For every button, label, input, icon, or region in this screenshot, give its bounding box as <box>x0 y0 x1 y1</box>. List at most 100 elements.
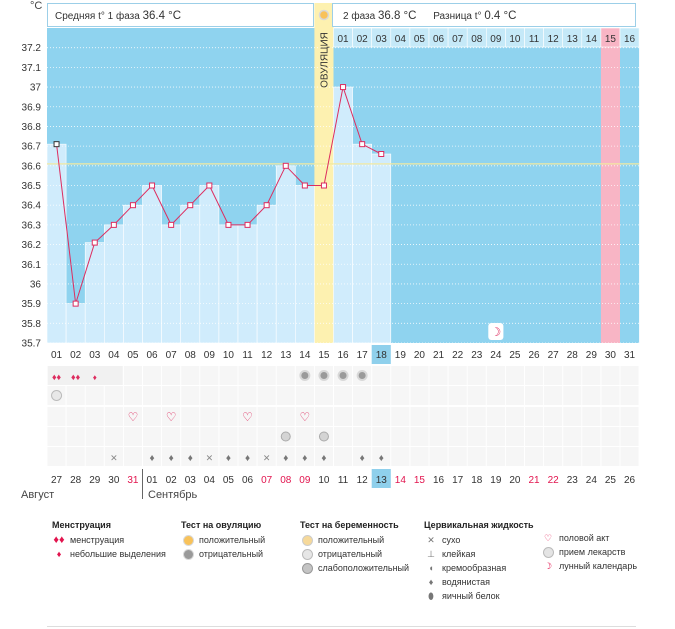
legend-item: отрицательный <box>181 547 265 561</box>
moon-icon: ☽ <box>543 561 553 571</box>
calendar-date-label: 01 <box>146 475 158 486</box>
watery-icon: ♦ <box>169 453 174 464</box>
calendar-date-label: 16 <box>433 475 445 486</box>
cycle-day-label: 24 <box>490 350 502 361</box>
legend-item: ♦ водянистая <box>424 575 534 589</box>
post-ovulation-day-label: 08 <box>471 34 483 45</box>
watery-icon: ♦ <box>149 453 154 464</box>
medication-icon <box>318 431 329 442</box>
cycle-day-label: 01 <box>51 350 63 361</box>
cycle-day-label: 07 <box>166 350 178 361</box>
watery-icon: ♦ <box>302 453 307 464</box>
drop-icon: ♦ <box>56 549 62 559</box>
legend-pregnancy-test: Тест на беременность положительный отриц… <box>300 520 409 575</box>
observation-row <box>47 447 640 466</box>
temperature-point <box>168 221 175 228</box>
calendar-date-label: 18 <box>471 475 483 486</box>
legend-item: ✕ сухо <box>424 533 534 547</box>
post-ovulation-day-label: 16 <box>624 34 636 45</box>
phase1-summary: Средняя t° 1 фаза 36.4 °C <box>47 3 314 27</box>
post-ovulation-day-label: 14 <box>586 34 598 45</box>
legend-item: положительный <box>300 533 409 547</box>
y-tick-label: 37 <box>30 83 42 94</box>
cycle-day-label: 04 <box>108 350 120 361</box>
temperature-point <box>53 141 60 148</box>
temperature-point <box>340 84 347 91</box>
post-ovulation-day-cell <box>619 27 640 48</box>
cycle-day-label: 25 <box>509 350 521 361</box>
temperature-point <box>225 221 232 228</box>
pregnancy-positive-icon <box>300 533 314 547</box>
dry-icon: ✕ <box>427 535 435 545</box>
calendar-date-label: 11 <box>338 475 349 486</box>
post-ovulation-day-label: 11 <box>529 34 540 45</box>
legend-ovulation-title: Тест на овуляцию <box>181 520 262 530</box>
temperature-point <box>282 162 289 169</box>
calendar-date-label: 03 <box>185 475 197 486</box>
y-tick-label: 35.7 <box>22 339 42 350</box>
post-ovulation-day-label: 01 <box>337 34 349 45</box>
current-day-highlight <box>371 345 391 364</box>
temperature-chart: 37.2 37.1 37 36.9 36.8 36.7 36.6 36.5 36.4 36.3 36… <box>22 3 640 499</box>
y-tick-label: 37.2 <box>22 43 42 54</box>
cycle-day-label: 17 <box>357 350 369 361</box>
y-tick-label: 35.8 <box>22 319 42 330</box>
dry-icon: ✕ <box>263 453 271 463</box>
post-ovulation-day-label: 04 <box>395 34 407 45</box>
watery-icon: ♦ <box>226 453 231 464</box>
y-tick-label: 36.6 <box>22 161 42 172</box>
cycle-day-label: 26 <box>528 350 540 361</box>
egg-white-icon: ⬮ <box>428 591 434 601</box>
post-ovulation-day-label: 12 <box>548 34 560 45</box>
legend-item: ◖ кремообразная <box>424 561 534 575</box>
y-tick-label: 36.5 <box>22 181 42 192</box>
post-ovulation-day-label: 09 <box>490 34 502 45</box>
temperature-point <box>301 182 308 189</box>
y-tick-label: 36.1 <box>22 260 42 271</box>
temperature-point <box>263 202 270 209</box>
cycle-day-label: 11 <box>242 350 253 361</box>
cycle-day-label: 13 <box>280 350 292 361</box>
cycle-day-label: 10 <box>223 350 235 361</box>
cycle-day-label: 05 <box>127 350 139 361</box>
calendar-date-label: 30 <box>108 475 120 486</box>
temperature-point <box>91 239 98 246</box>
legend-cervical-title: Цервикальная жидкость <box>424 520 534 530</box>
cycle-day-label: 09 <box>204 350 216 361</box>
observation-row <box>47 427 640 446</box>
legend-menstruation-title: Менструация <box>52 520 111 530</box>
temperature-bar <box>371 153 392 344</box>
medication-icon <box>280 431 291 442</box>
y-tick-label: 36.3 <box>22 220 42 231</box>
cycle-day-label: 18 <box>376 350 388 361</box>
calendar-date-label: 04 <box>204 475 216 486</box>
cycle-day-label: 19 <box>395 350 407 361</box>
heart-icon: ♡ <box>128 410 139 424</box>
legend-item: ⊥ клейкая <box>424 547 534 561</box>
legend-ovulation-test: Тест на овуляцию положительный отрицател… <box>181 520 265 561</box>
calendar-date-label: 15 <box>414 475 426 486</box>
watery-icon: ♦ <box>245 453 250 464</box>
dry-icon: ✕ <box>206 453 214 463</box>
legend-item: ♦♦ менструация <box>53 534 125 546</box>
calendar-date-label: 06 <box>242 475 254 486</box>
y-tick-label: 37.1 <box>22 63 42 74</box>
calendar-date-label: 19 <box>490 475 502 486</box>
calendar-date-label: 10 <box>318 475 330 486</box>
heart-icon: ♡ <box>166 410 177 424</box>
temperature-bar <box>256 204 277 344</box>
temperature-bar <box>84 242 105 344</box>
watery-icon: ♦ <box>188 453 193 464</box>
calendar-date-label: 08 <box>280 475 292 486</box>
temperature-point <box>149 182 156 189</box>
pregnancy-negative-icon <box>51 390 63 401</box>
calendar-date-label: 13 <box>376 475 388 486</box>
temperature-point <box>244 221 251 228</box>
menstruation-row-highlight <box>48 366 123 385</box>
y-tick-label: 36.7 <box>22 142 42 153</box>
legend-item: слабоположительный <box>300 561 409 575</box>
cycle-day-label: 06 <box>146 350 158 361</box>
negative-test-icon <box>181 547 195 561</box>
temperature-point <box>320 182 327 189</box>
